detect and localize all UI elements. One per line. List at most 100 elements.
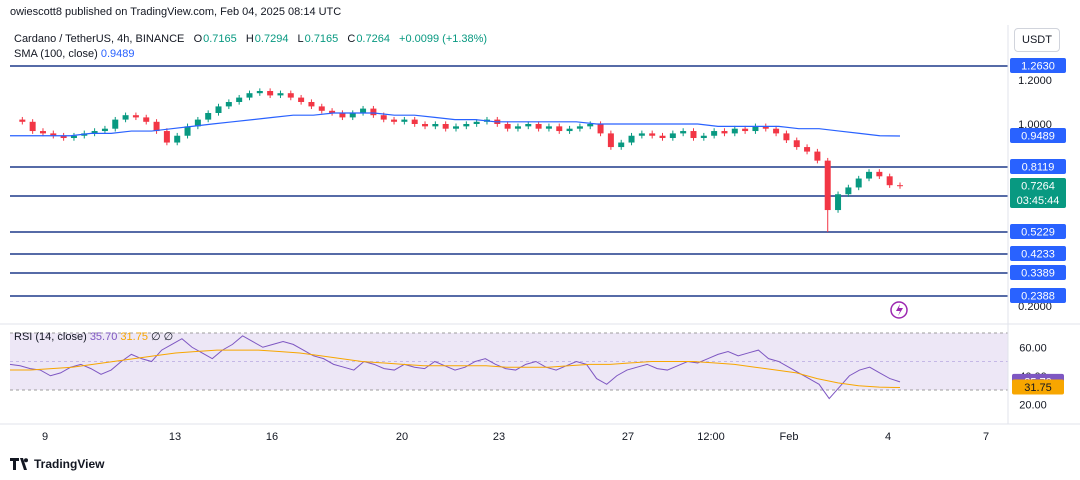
symbol-name: Cardano / TetherUS, 4h, BINANCE <box>14 33 185 45</box>
candle-body <box>411 119 418 124</box>
candle-body <box>618 142 625 148</box>
candle-body <box>897 185 903 187</box>
level-4-tag <box>1010 246 1066 261</box>
sma-price-label: 0.9489 <box>1021 131 1055 143</box>
level-5-tag <box>1010 265 1066 280</box>
rsi-scale-label: 20.00 <box>1019 399 1047 411</box>
candle-body <box>267 91 274 96</box>
x-tick-label: 20 <box>396 431 408 443</box>
x-tick-label: 23 <box>493 431 505 443</box>
candle-body <box>29 121 36 132</box>
rsi-legend[interactable]: RSI (14, close) 35.70 31.75 ∅ ∅ <box>14 330 173 343</box>
candle-body <box>576 126 583 129</box>
candle-body <box>339 113 346 118</box>
candle-body <box>318 106 325 111</box>
candle-body <box>101 128 108 132</box>
candle-body <box>401 119 408 122</box>
candle-body <box>700 135 707 139</box>
candle-body <box>50 133 57 136</box>
candle-body <box>773 128 780 134</box>
candle-body <box>225 102 232 107</box>
candle-body <box>535 124 542 129</box>
candle-body <box>525 124 532 127</box>
candle-body <box>804 147 811 152</box>
candle-body <box>638 133 645 136</box>
rsi-label: RSI (14, close) <box>14 331 87 343</box>
candle-body <box>628 135 635 143</box>
candle-body <box>60 135 67 139</box>
candle-body <box>649 133 656 136</box>
candle-body <box>711 131 718 136</box>
candle-body <box>256 91 263 94</box>
rsi-value: 35.70 <box>89 331 118 343</box>
x-tick-label: Feb <box>780 431 799 443</box>
candle-body <box>504 124 511 129</box>
candle-body <box>91 131 98 134</box>
rsi-scale-label: 60.00 <box>1019 342 1047 354</box>
candle-body <box>793 140 800 148</box>
candle-body <box>19 119 26 122</box>
candle-body <box>246 93 253 98</box>
rsi-ma-tag <box>1012 379 1064 395</box>
candle-body <box>556 126 563 132</box>
lightning-icon <box>890 301 908 319</box>
candle-body <box>587 124 594 127</box>
candle-body <box>742 128 749 132</box>
candle-body <box>143 117 150 122</box>
candle-body <box>236 97 243 102</box>
candle-body <box>453 126 459 129</box>
candle-body <box>308 102 315 107</box>
candle-body <box>607 133 614 148</box>
candle-body <box>442 124 449 129</box>
price-scale-label: 1.2000 <box>1018 75 1052 87</box>
rsi-ma-tag-label: 31.75 <box>1024 382 1052 394</box>
level-5-label: 0.3389 <box>1021 268 1055 280</box>
sma-line <box>10 112 901 137</box>
open-value: 0.7165 <box>203 33 237 45</box>
level-6-label: 0.2388 <box>1021 291 1055 303</box>
x-tick-label: 4 <box>885 431 891 443</box>
x-tick-label: 12:00 <box>697 431 725 443</box>
rsi-line <box>9 335 901 400</box>
x-tick-label: 16 <box>266 431 278 443</box>
candle-body <box>215 106 222 113</box>
candle-body <box>432 124 439 127</box>
candle-body <box>132 115 139 118</box>
candle-body <box>205 113 212 120</box>
candle-body <box>855 178 862 188</box>
current-price-countdown: 03:45:44 <box>1017 195 1060 207</box>
candle-body <box>866 171 873 179</box>
tradingview-brand: TradingView <box>34 457 105 471</box>
sma-value: 0.9489 <box>100 48 135 60</box>
candle-body <box>721 131 728 134</box>
high-value: 0.7294 <box>254 33 289 45</box>
current-price-tag <box>1010 178 1066 208</box>
candle-body <box>70 135 77 139</box>
candle-body <box>174 135 181 143</box>
candle-body <box>391 119 398 122</box>
sma-legend[interactable]: SMA (100, close) 0.9489 <box>14 48 134 60</box>
candle-body <box>194 119 201 127</box>
low-value: 0.7165 <box>304 33 339 45</box>
candle-body <box>184 126 191 136</box>
rsi-extra: ∅ ∅ <box>151 331 174 343</box>
lightning-icon-bolt <box>896 304 903 316</box>
currency-button[interactable]: USDT <box>1014 28 1060 52</box>
x-tick-label: 9 <box>42 431 48 443</box>
candle-body <box>731 128 738 134</box>
candle-body <box>112 119 119 129</box>
low-label: L <box>297 33 304 45</box>
candle-body <box>824 160 831 211</box>
candle-body <box>298 97 305 102</box>
tradingview-logo: TradingView <box>10 457 104 471</box>
close-value: 0.7264 <box>356 33 390 45</box>
candle-body <box>473 121 480 124</box>
rsi-ma-value: 31.75 <box>120 331 148 343</box>
candle-body <box>153 121 160 132</box>
candle-body <box>163 131 170 143</box>
change-value: +0.0099 (+1.38%) <box>399 33 488 45</box>
level-4-label: 0.4233 <box>1021 249 1055 261</box>
current-price-label: 0.7264 <box>1021 181 1055 193</box>
candle-body <box>669 133 676 139</box>
